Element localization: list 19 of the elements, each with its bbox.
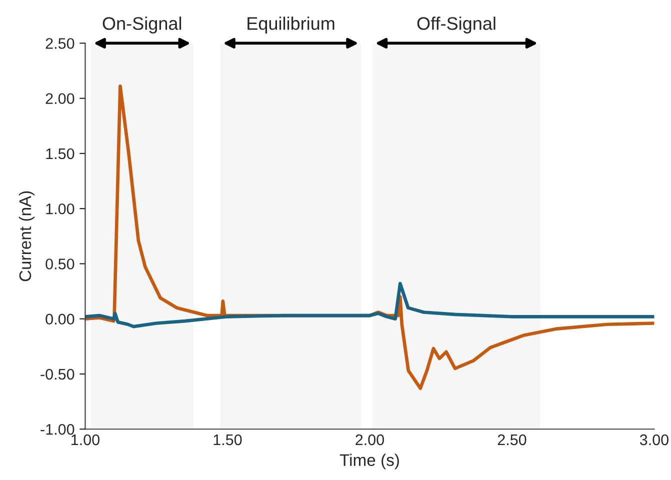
band-label: On-Signal	[102, 16, 182, 34]
y-tick-label: -0.50	[40, 368, 74, 380]
x-tick-label: 2.00	[356, 434, 384, 446]
x-axis-title: Time (s)	[340, 454, 399, 470]
line-series	[85, 282, 654, 328]
y-tick-label: 1.50	[46, 148, 74, 160]
y-tick-label: 2.50	[46, 38, 74, 49]
x-tick-label: 1.00	[72, 434, 100, 446]
band-label: Off-Signal	[417, 16, 496, 34]
y-tick-label: 0.00	[46, 314, 74, 325]
y-tick-label: -1.00	[40, 424, 74, 435]
x-tick-label: 2.50	[498, 434, 526, 446]
y-tick-label: 1.00	[46, 203, 74, 214]
x-tick-label: 1.50	[214, 434, 242, 446]
y-axis-title: Current (nA)	[18, 191, 34, 282]
x-tick-label: 3.00	[640, 434, 668, 446]
band-label: Equilibrium	[248, 16, 334, 34]
y-tick-label: 0.50	[46, 258, 74, 270]
y-tick-label: 2.00	[46, 93, 74, 104]
